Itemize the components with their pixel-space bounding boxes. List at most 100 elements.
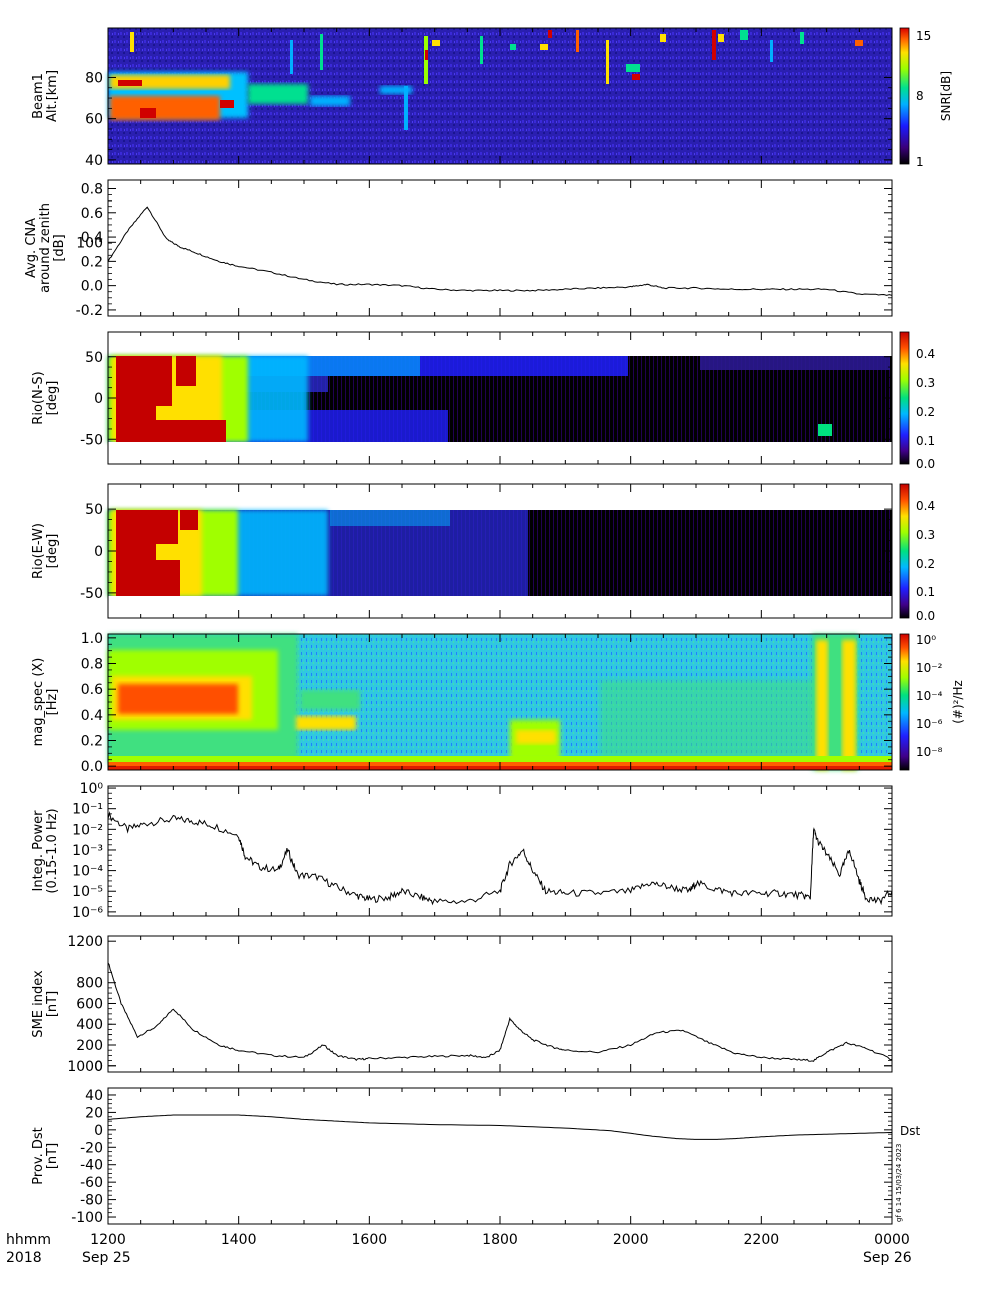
snr-colorbar-tick: 1 xyxy=(916,155,924,169)
magspec-colorbar-tick: 10⁻² xyxy=(916,661,943,675)
rio-ns-colorbar-tick: 0.3 xyxy=(916,376,935,390)
power-y-tick-label: 10⁻⁴ xyxy=(72,864,103,880)
magspec-y-tick-label: 1.0 xyxy=(81,631,103,647)
dst-legend-label: Dst xyxy=(900,1124,920,1138)
beam1-y-tick-label: 40 xyxy=(85,153,103,169)
dst-plot-frame xyxy=(107,1087,893,1225)
power-plot-frame xyxy=(107,785,893,917)
power-y-axis-label: (0.15-1.0 Hz) xyxy=(45,808,60,893)
rio_ns-y-tick-label: 0 xyxy=(94,391,103,407)
panel-sme xyxy=(107,962,893,1062)
beam1-y-tick-label: 60 xyxy=(85,112,103,128)
panel-rio-ew xyxy=(108,510,892,618)
sme-y-axis-label: [nT] xyxy=(45,991,60,1017)
power-y-tick-label: 10⁻³ xyxy=(72,843,103,859)
power-y-tick-label: 10⁻⁶ xyxy=(72,905,103,921)
cna-y-tick-label: 0.2 xyxy=(81,254,103,270)
cna-series-line xyxy=(107,206,893,296)
dst-y-tick-label: -100 xyxy=(71,1210,103,1226)
magspec-y-tick-label: 0.8 xyxy=(81,657,103,673)
rio-ns-heatmap-features xyxy=(108,356,890,442)
snr-colorbar-tick: 15 xyxy=(916,29,931,43)
snr-colorbar-label: SNR[dB] xyxy=(939,71,953,121)
time-tick-label: 1600 xyxy=(352,1232,388,1248)
magspec-colorbar xyxy=(899,633,910,771)
beam1-heatmap-features xyxy=(108,30,863,130)
panel-rio-ns xyxy=(108,356,892,464)
cna-y-axis-label: [dB] xyxy=(52,234,67,261)
cna-y-tick-label: 0.4 xyxy=(81,230,103,246)
axes-layer: 40 60 80 100 Beam1 Alt.[km] -0.2 0.0 0.2 0.4 0.6 0.… xyxy=(24,27,893,1226)
time-tick-label: 1400 xyxy=(221,1232,257,1248)
rio_ew-y-tick-label: 50 xyxy=(85,502,103,518)
magspec-colorbar-tick: 10⁻⁸ xyxy=(916,745,943,759)
sme-plot-frame xyxy=(107,935,893,1073)
panel-dst: Dst xyxy=(107,1114,920,1140)
rio_ns-y-axis-label: [deg] xyxy=(45,381,60,416)
sme-y-tick-label: 600 xyxy=(76,996,103,1012)
panel-beam1 xyxy=(108,28,892,164)
rio_ns-y-tick-label: -50 xyxy=(80,432,103,448)
rio_ew-y-tick-label: 0 xyxy=(94,544,103,560)
rio-ew-colorbar-tick: 0.0 xyxy=(916,609,935,623)
rio-ns-empty-band xyxy=(108,442,892,464)
dst-series-line xyxy=(107,1114,892,1140)
magspec-colorbar-tick: 10⁰ xyxy=(916,633,936,647)
cna-plot-frame xyxy=(107,179,893,317)
rio-ns-colorbar-tick: 0.2 xyxy=(916,405,935,419)
end-date-label: Sep 26 xyxy=(863,1250,912,1266)
rio_ew-y-axis-label: Rio(E-W) xyxy=(31,523,46,579)
rio-ns-colorbar-tick: 0.0 xyxy=(916,457,935,471)
rio-ew-colorbar-tick: 0.2 xyxy=(916,557,935,571)
time-axis-row2-label: 2018 xyxy=(6,1250,42,1266)
power-y-tick-label: 10⁻⁵ xyxy=(72,884,103,900)
dst-y-tick-label: -80 xyxy=(80,1193,103,1209)
magspec-y-tick-label: 0.0 xyxy=(81,759,103,775)
time-tick-label: 1800 xyxy=(482,1232,518,1248)
power-y-tick-label: 10⁻¹ xyxy=(72,802,103,818)
time-axis-labels: hhmm 2018 Sep 25 Sep 26 1200 1400 1600 1800… xyxy=(6,1232,912,1266)
beam1-y-axis-label: Beam1 xyxy=(31,73,46,119)
sme-y-tick-label: 1200 xyxy=(67,934,103,950)
cna-y-axis-label: around zenith xyxy=(38,203,53,293)
sme-series-line xyxy=(107,962,893,1062)
dst-y-tick-label: 40 xyxy=(85,1088,103,1104)
beam1-y-axis-label: Alt.[km] xyxy=(45,70,60,122)
time-tick-labels: 1200 1400 1600 1800 2000 2200 0000 xyxy=(90,1232,910,1248)
magspec-y-axis-label: [Hz] xyxy=(45,689,60,716)
rio_ew-y-tick-label: -50 xyxy=(80,586,103,602)
rio_ns-y-tick-label: 50 xyxy=(85,350,103,366)
snr-colorbar xyxy=(899,27,910,165)
magspec-y-axis-label: mag_spec (X) xyxy=(31,658,46,747)
sme-y-tick-label: 400 xyxy=(76,1017,103,1033)
sme-y-tick-label: 200 xyxy=(76,1038,103,1054)
snr-colorbar-tick: 8 xyxy=(916,89,924,103)
magspec-y-tick-label: 0.2 xyxy=(81,733,103,749)
power-y-tick-label: 10⁻² xyxy=(72,822,103,838)
time-tick-label: 1200 xyxy=(90,1232,126,1248)
magspec-heatmap-features xyxy=(108,634,892,770)
beam1-y-tick-label: 80 xyxy=(85,70,103,86)
power-y-tick-label: 10⁰ xyxy=(80,781,104,797)
sme-y-tick-label: 1000 xyxy=(67,1059,103,1075)
rio_ew-y-axis-label: [deg] xyxy=(45,534,60,569)
dst-y-tick-label: 0 xyxy=(94,1123,103,1139)
rio-ew-colorbar xyxy=(899,483,910,619)
time-tick-label: 2200 xyxy=(744,1232,780,1248)
cna-y-tick-label: 0.6 xyxy=(81,206,103,222)
power-series-line xyxy=(107,811,893,906)
sme-y-axis-label: SME index xyxy=(31,970,46,1038)
time-tick-label: 2000 xyxy=(613,1232,649,1248)
dst-y-tick-label: 20 xyxy=(85,1105,103,1121)
magspec-colorbar-label: (#)²/Hz xyxy=(951,680,965,724)
rio-ns-colorbar-tick: 0.1 xyxy=(916,434,935,448)
cna-y-tick-label: 0.0 xyxy=(81,279,103,295)
rio-ew-colorbar-tick: 0.3 xyxy=(916,528,935,542)
rio-ew-colorbar-tick: 0.4 xyxy=(916,499,935,513)
panel-magspec xyxy=(108,634,892,770)
rio-ew-empty-band xyxy=(108,596,892,618)
rio-ns-colorbar xyxy=(899,331,910,465)
magspec-y-tick-label: 0.4 xyxy=(81,708,103,724)
magspec-colorbar-tick: 10⁻⁴ xyxy=(916,689,943,703)
